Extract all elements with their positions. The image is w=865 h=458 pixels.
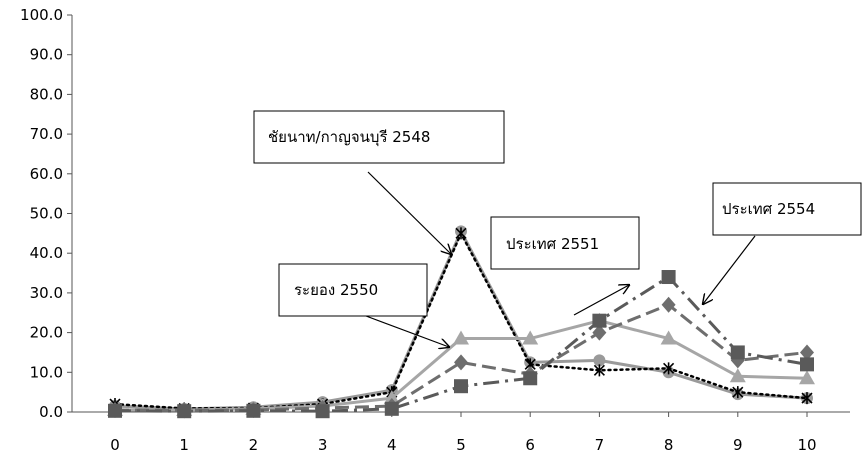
data-point-square — [454, 379, 468, 394]
annotation-box — [253, 110, 505, 164]
y-tick-label: 0.0 — [39, 403, 63, 421]
data-point-square — [730, 345, 745, 360]
annotation-layer: ชัยนาท/กาญจนบุรี 2548 ระยอง 2550 ประเทศ 25… — [253, 110, 862, 347]
data-point-square — [315, 404, 330, 419]
data-point-triangle — [522, 330, 539, 345]
data-point-triangle — [729, 368, 746, 383]
data-point-star — [801, 392, 813, 405]
annotation-arrow — [367, 171, 451, 254]
x-tick-label: 5 — [456, 436, 466, 454]
data-point-diamond — [592, 324, 607, 341]
data-point-star — [455, 227, 467, 240]
y-tick-label: 70.0 — [30, 125, 63, 143]
data-point-square — [177, 404, 192, 419]
data-point-circle — [593, 354, 606, 367]
y-tick-label: 90.0 — [30, 46, 63, 64]
data-point-triangle — [799, 370, 815, 385]
annotation-text: ประเทศ 2554 — [722, 200, 815, 218]
data-point-triangle — [660, 330, 677, 345]
annotation-text: ชัยนาท/กาญจนบุรี 2548 — [268, 128, 430, 147]
series-3 — [108, 296, 814, 419]
annotation-callout: ระยอง 2550 — [278, 263, 449, 347]
y-tick-label: 10.0 — [30, 363, 63, 381]
y-tick-label: 30.0 — [30, 284, 63, 302]
y-tick-label: 20.0 — [30, 324, 63, 342]
data-point-diamond — [800, 344, 814, 361]
x-tick-label: 1 — [179, 436, 189, 454]
annotation-box — [712, 182, 862, 236]
y-tick-label: 60.0 — [30, 165, 63, 183]
annotation-box — [278, 263, 428, 317]
data-point-triangle — [383, 390, 400, 405]
data-point-square — [800, 357, 814, 372]
x-tick-label: 4 — [387, 436, 397, 454]
y-tick-label: 100.0 — [20, 6, 63, 24]
x-tick-label: 8 — [664, 436, 674, 454]
data-point-square — [108, 403, 122, 418]
x-tick-label: 7 — [595, 436, 605, 454]
annotation-callout: ประเทศ 2554 — [703, 182, 862, 304]
data-point-star — [663, 362, 675, 375]
annotation-arrow — [703, 235, 756, 304]
x-tick-label: 3 — [318, 436, 328, 454]
annotation-arrow — [365, 315, 449, 347]
data-point-square — [384, 401, 399, 416]
x-tick-label: 2 — [249, 436, 259, 454]
series-layer — [107, 225, 815, 419]
y-tick-label: 80.0 — [30, 85, 63, 103]
data-point-diamond — [661, 296, 676, 313]
annotation-callout: ประเทศ 2551 — [490, 216, 640, 316]
axes: 0.0 10.0 20.0 30.0 40.0 50.0 60.0 70.0 80.0 90.0 1… — [20, 6, 850, 454]
y-tick-label: 40.0 — [30, 244, 63, 262]
data-point-triangle — [453, 330, 469, 345]
series-4 — [108, 270, 814, 419]
data-point-square — [246, 403, 261, 418]
annotation-text: ประเทศ 2551 — [506, 235, 599, 253]
data-point-star — [593, 364, 605, 377]
x-tick-label: 0 — [110, 436, 120, 454]
data-point-square — [661, 270, 676, 285]
annotation-box — [490, 216, 640, 270]
x-tick-label: 6 — [525, 436, 535, 454]
y-tick-label: 50.0 — [30, 205, 63, 223]
data-point-star — [732, 386, 744, 399]
data-point-square — [592, 313, 607, 328]
x-tick-label: 10 — [797, 436, 816, 454]
series-line — [114, 303, 808, 412]
annotation-arrow — [573, 285, 629, 316]
annotation-text: ระยอง 2550 — [294, 281, 378, 299]
data-point-diamond — [454, 354, 468, 371]
data-point-square — [523, 371, 538, 386]
x-tick-label: 9 — [733, 436, 743, 454]
annotation-callout: ชัยนาท/กาญจนบุรี 2548 — [253, 110, 505, 254]
